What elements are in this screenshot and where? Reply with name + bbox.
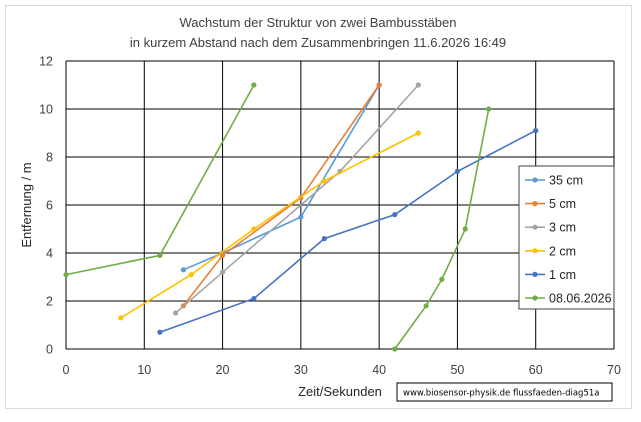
legend-label: 2 cm (549, 244, 576, 258)
x-tick-label: 40 (372, 363, 386, 377)
data-point (180, 267, 187, 273)
series-line (182, 84, 380, 307)
y-tick-label: 8 (46, 151, 53, 165)
series-0 (180, 82, 382, 273)
series-line (183, 84, 380, 271)
series-line (394, 108, 490, 350)
data-point (118, 315, 124, 321)
data-point (392, 346, 398, 352)
data-point (188, 272, 194, 278)
y-tick-label: 6 (46, 199, 53, 213)
y-tick-label: 2 (46, 295, 53, 309)
legend-swatch-marker (532, 177, 538, 183)
series-layer (63, 82, 539, 352)
y-axis-title: Entfernung / m (19, 162, 34, 247)
legend-swatch-marker (532, 201, 538, 207)
series-line (159, 129, 537, 333)
tick-labels: 0 2 4 6 8 10 12 0 10 20 30 40 50 60 70 (39, 55, 621, 378)
source-note-text: www.biosensor-physik.de flussfaeden-diag… (403, 389, 599, 399)
legend-item: 35 cm (525, 174, 583, 188)
data-point (157, 329, 163, 335)
y-tick-label: 0 (46, 343, 53, 357)
grid (65, 60, 615, 350)
y-tick-label: 12 (39, 55, 53, 69)
data-point (157, 252, 163, 258)
data-point (533, 128, 539, 134)
data-point (251, 82, 257, 88)
x-tick-label: 50 (450, 363, 464, 377)
x-tick-label: 70 (607, 363, 621, 377)
data-point (321, 178, 327, 184)
legend-item: 5 cm (525, 197, 576, 211)
series-4 (157, 128, 539, 335)
legend-item: 08.06.2026 (525, 292, 612, 306)
chart-title: Wachstum der Struktur von zwei Bambusstä… (180, 15, 457, 30)
legend-item: 1 cm (525, 268, 576, 282)
series-6 (392, 106, 492, 352)
data-point (462, 226, 468, 232)
legend-label: 5 cm (549, 197, 576, 211)
series-3 (118, 130, 421, 321)
data-point (251, 226, 257, 232)
chart-subtitle: in kurzem Abstand nach dem Zusammenbring… (130, 35, 506, 50)
data-point (376, 82, 382, 88)
series-line (175, 84, 419, 314)
legend-swatch-marker (532, 224, 538, 230)
legend-item: 2 cm (525, 244, 576, 258)
y-tick-label: 10 (39, 103, 53, 117)
legend-item: 3 cm (525, 221, 576, 235)
data-point (392, 212, 398, 218)
data-point (439, 276, 445, 282)
source-note: www.biosensor-physik.de flussfaeden-diag… (396, 382, 613, 402)
legend-label: 35 cm (549, 174, 583, 188)
data-point (173, 310, 179, 316)
data-point (63, 272, 69, 278)
legend-box (518, 165, 615, 310)
legend-swatch-marker (532, 248, 538, 254)
series-line (120, 132, 419, 319)
legend-label: 08.06.2026 (549, 292, 612, 306)
legend-swatch-marker (532, 295, 538, 301)
data-point (454, 168, 461, 174)
x-tick-label: 0 (63, 363, 70, 377)
x-tick-label: 30 (294, 363, 308, 377)
data-point (298, 214, 304, 220)
data-point (251, 296, 257, 302)
data-point (415, 82, 421, 88)
data-point (423, 303, 429, 309)
series-line (65, 84, 255, 276)
data-point (219, 269, 226, 275)
legend: 35 cm 5 cm 3 cm 2 cm 1 cm 08.06.2026 (518, 165, 615, 310)
x-tick-label: 60 (529, 363, 543, 377)
data-point (486, 106, 492, 112)
data-point (219, 252, 226, 258)
x-tick-label: 10 (137, 363, 151, 377)
x-tick-label: 20 (216, 363, 230, 377)
y-tick-label: 4 (46, 247, 53, 261)
legend-label: 1 cm (549, 268, 576, 282)
data-point (415, 130, 421, 136)
legend-swatch-marker (532, 271, 538, 277)
series-5 (63, 82, 257, 278)
data-point (321, 236, 327, 242)
x-axis-title: Zeit/Sekunden (298, 384, 382, 399)
legend-label: 3 cm (549, 221, 576, 235)
source-note-box (396, 382, 613, 402)
